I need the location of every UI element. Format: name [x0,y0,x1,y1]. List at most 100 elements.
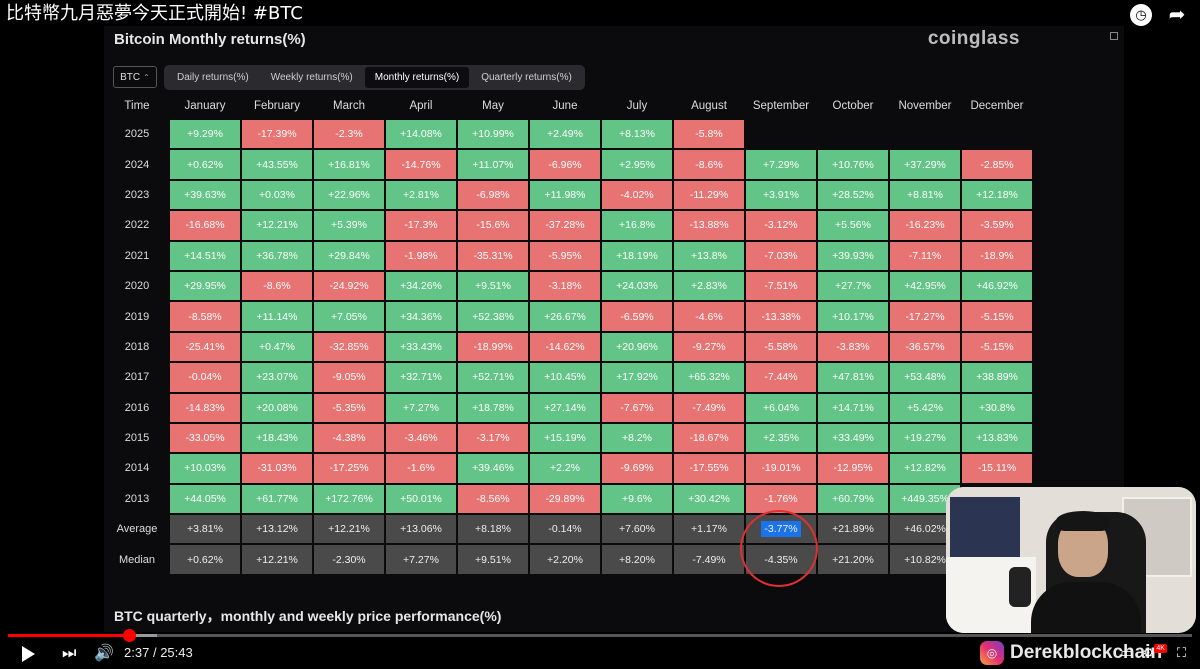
return-cell: -5.15% [962,302,1032,331]
chevron-updown-icon: ⌃ [143,72,150,82]
return-cell: -5.15% [962,332,1032,362]
player-right-controls: ▭ ⚙ 4K ⛶ [1120,644,1186,661]
return-cell: +44.05% [170,484,240,514]
return-cell: +42.95% [890,271,960,301]
return-cell: -3.18% [530,271,600,301]
annotation-circle [740,510,818,587]
next-icon[interactable]: ⏭ [62,645,77,662]
return-cell: +21.89% [818,515,888,544]
return-cell: +28.52% [818,180,888,210]
return-cell: +2.2% [530,454,600,483]
return-cell: +0.62% [170,150,240,179]
return-cell: +52.71% [458,363,528,392]
return-cell: -1.76% [746,484,816,514]
return-cell: +17.92% [602,363,672,392]
brand-logo: coinglass [927,28,1020,49]
return-cell: +8.2% [602,423,672,453]
return-cell: +37.29% [890,150,960,179]
return-cell: +9.51% [458,545,528,574]
return-cell: -5.95% [530,241,600,270]
return-cell: +34.36% [386,302,456,331]
return-cell: -7.44% [746,363,816,392]
coin-select[interactable]: BTC ⌃ [113,66,157,88]
year-row: 2024 +0.62% +43.55% +16.81% -14.76% +11.07% -6… [106,150,1032,179]
settings-icon[interactable]: ⚙ 4K [1142,644,1167,660]
return-cell: -7.51% [746,271,816,301]
video-progress-bar[interactable] [8,629,1192,642]
return-cell: +39.63% [170,180,240,210]
returns-tabs: Daily returns(%) Weekly returns(%) Monthly… [164,65,585,90]
return-cell: +22.96% [314,180,384,210]
return-cell: +43.55% [242,150,312,179]
return-cell: -6.96% [530,150,600,179]
progress-played [8,634,129,637]
return-cell: +53.48% [890,363,960,392]
page-heading: Bitcoin Monthly returns(%) [114,31,306,48]
month-header-april: April [409,100,433,112]
month-header-september: September [752,100,810,112]
return-cell: -4.02% [602,180,672,210]
return-cell: +30.8% [962,393,1032,422]
share-icon[interactable]: ➦ [1168,4,1186,26]
progress-scrubber[interactable] [122,629,136,642]
return-cell: +38.89% [962,363,1032,392]
return-cell: +52.38% [458,302,528,331]
return-cell: +9.51% [458,271,528,301]
tab-quarterly[interactable]: Quarterly returns(%) [481,72,572,83]
return-cell: -29.89% [530,484,600,514]
row-label: 2017 [124,371,150,384]
video-title: 比特幣九月惡夢今天正式開始! #BTC [6,3,303,24]
return-cell: +21.20% [818,545,888,574]
return-cell: -5.8% [674,120,744,149]
return-cell: -2.3% [314,120,384,149]
return-cell: -33.05% [170,423,240,453]
play-icon[interactable] [22,646,35,662]
return-cell: +11.07% [458,150,528,179]
row-label: 2020 [124,280,150,293]
return-cell: +10.76% [818,150,888,179]
subtitles-icon[interactable]: ▭ [1120,645,1133,660]
tab-monthly[interactable]: Monthly returns(%) [364,67,470,88]
top-actions: ◷ ➦ [1130,4,1188,26]
return-cell: -3.83% [818,332,888,362]
return-cell: +0.47% [242,332,312,362]
return-cell: +20.08% [242,393,312,422]
return-cell: -0.14% [530,515,600,544]
tab-weekly[interactable]: Weekly returns(%) [270,72,353,83]
channel-name: Derekblockchain [1010,642,1163,663]
return-cell: -6.98% [458,180,528,210]
return-cell: +8.81% [890,180,960,210]
year-row: 2017 -0.04% +23.07% -9.05% +32.71% +52.71% +10… [106,363,1032,392]
return-cell: -1.6% [386,454,456,483]
return-cell: -2.85% [962,150,1032,179]
return-cell: +50.01% [386,484,456,514]
return-cell: +39.93% [818,241,888,270]
return-cell: -6.59% [602,302,672,331]
return-cell: +7.27% [386,393,456,422]
expand-icon[interactable] [1110,32,1118,40]
year-row: 2015 -33.05% +18.43% -4.38% -3.46% -3.17% +15.… [106,423,1032,453]
fullscreen-icon[interactable]: ⛶ [1176,645,1186,660]
tab-daily[interactable]: Daily returns(%) [177,72,249,83]
stat-row: Median +0.62% +12.21% -2.30% +7.27% +9.51% +2.… [106,545,1032,574]
year-row: 2020 +29.95% -8.6% -24.92% +34.26% +9.51% -3.1… [106,271,1032,301]
return-cell: +6.04% [746,393,816,422]
return-cell: -8.58% [170,302,240,331]
row-label: 2021 [124,249,150,262]
time-separator: / [152,645,157,660]
year-row: 2019 -8.58% +11.14% +7.05% +34.36% +52.38% +26… [106,302,1032,331]
webcam-shelf [950,497,1020,567]
return-cell: +39.46% [458,454,528,483]
return-cell: +12.21% [242,545,312,574]
watch-later-icon[interactable]: ◷ [1130,4,1152,26]
volume-icon[interactable]: 🔊 [94,645,114,662]
return-cell: +26.67% [530,302,600,331]
return-cell: +19.27% [890,423,960,453]
year-row: 2014 +10.03% -31.03% -17.25% -1.6% +39.46% +2.… [106,454,1032,483]
return-cell: -17.39% [242,120,312,149]
return-cell: +61.77% [242,484,312,514]
return-cell: +16.81% [314,150,384,179]
row-label: 2016 [124,401,150,414]
return-cell: -9.69% [602,454,672,483]
return-cell: +12.82% [890,454,960,483]
